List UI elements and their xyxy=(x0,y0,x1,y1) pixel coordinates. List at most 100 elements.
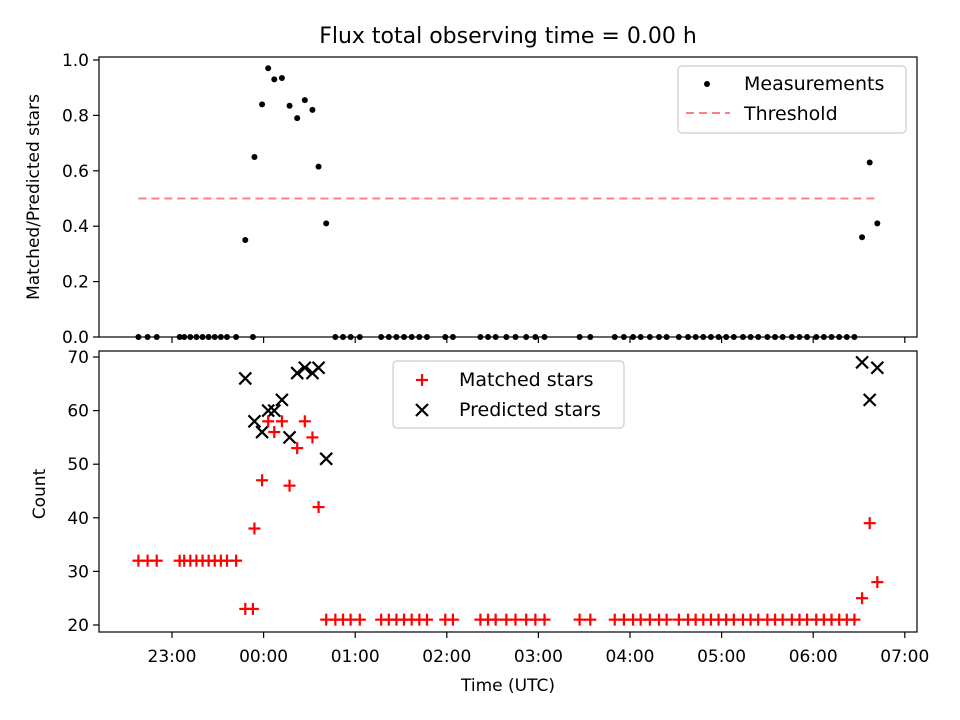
measurement-point xyxy=(315,163,322,170)
measurement-point xyxy=(512,334,519,340)
predicted-point xyxy=(275,393,289,407)
measurement-point xyxy=(211,334,218,340)
bottom-x-tick-label: 06:00 xyxy=(789,647,838,667)
measurement-point xyxy=(843,334,850,340)
measurement-point xyxy=(449,334,456,340)
matched-point xyxy=(275,415,288,428)
top-y-tick-label: 1.0 xyxy=(62,51,89,71)
top-y-tick-label: 0.4 xyxy=(62,217,89,237)
bottom-x-tick-label: 00:00 xyxy=(239,647,288,667)
matched-point xyxy=(248,522,261,535)
measurement-point xyxy=(630,334,637,340)
measurement-point xyxy=(423,334,430,340)
legend-threshold-label: Threshold xyxy=(743,103,838,125)
measurement-point xyxy=(301,97,308,104)
bottom-y-tick-label: 60 xyxy=(67,402,89,422)
measurement-point xyxy=(442,334,449,340)
measurement-point xyxy=(492,334,499,340)
bottom-y-axis-label: Count xyxy=(30,468,50,519)
measurement-point xyxy=(205,334,212,340)
matched-point xyxy=(262,415,275,428)
measurement-point xyxy=(249,334,256,340)
bottom-axes-frame xyxy=(98,350,918,633)
matched-point xyxy=(584,613,597,626)
matched-point xyxy=(573,613,586,626)
measurement-point xyxy=(804,334,811,340)
measurement-point xyxy=(294,115,301,122)
measurement-point xyxy=(378,334,385,340)
matched-point xyxy=(489,613,502,626)
bottom-x-tick-label: 07:00 xyxy=(880,647,929,667)
matched-point xyxy=(660,613,673,626)
predicted-point xyxy=(247,414,262,429)
predicted-point xyxy=(282,430,297,445)
measurement-point xyxy=(747,334,754,340)
measurement-point xyxy=(401,334,408,340)
measurement-point xyxy=(217,334,224,340)
measurement-point xyxy=(587,334,594,340)
measurement-point xyxy=(193,334,200,340)
matched-point xyxy=(283,479,296,492)
measurement-point xyxy=(656,334,663,340)
predicted-point xyxy=(862,393,877,407)
top-y-tick-label: 0.8 xyxy=(62,106,89,126)
measurement-point xyxy=(836,334,843,340)
measurement-point xyxy=(874,220,881,227)
measurement-point xyxy=(393,334,400,340)
predicted-marker xyxy=(415,403,429,417)
bottom-x-tick-label: 03:00 xyxy=(514,647,563,667)
measurement-point xyxy=(637,334,644,340)
matched-points xyxy=(132,415,884,626)
matched-point xyxy=(856,592,869,605)
measurement-point xyxy=(265,65,272,72)
matched-point xyxy=(256,474,269,487)
measurement-point xyxy=(851,334,858,340)
matched-marker xyxy=(416,374,428,386)
legend-matched-marker xyxy=(416,374,428,386)
measurement-point xyxy=(685,334,692,340)
measurement-point xyxy=(271,76,278,83)
predicted-point xyxy=(319,452,333,466)
measurement-point xyxy=(503,334,510,340)
measurement-point xyxy=(332,334,339,340)
measurement-point xyxy=(532,334,539,340)
matched-point xyxy=(848,613,861,626)
predicted-point xyxy=(290,366,304,380)
measurement-point xyxy=(187,334,194,340)
measurement-point xyxy=(764,334,771,340)
predicted-point xyxy=(870,360,885,375)
matched-point xyxy=(230,554,243,567)
bottom-legend-box xyxy=(392,360,625,429)
measurement-point xyxy=(692,334,699,340)
measurement-point xyxy=(755,334,762,340)
top-y-ticks: 0.0 0.2 0.4 0.6 0.8 1.0 xyxy=(62,51,99,348)
measurement-point xyxy=(385,334,392,340)
legend-matched-label: Matched stars xyxy=(459,369,593,391)
measurement-point xyxy=(286,102,293,109)
matched-point xyxy=(150,554,163,567)
legend-measurements-label: Measurements xyxy=(744,73,884,95)
top-y-tick-label: 0.0 xyxy=(62,328,89,348)
measurement-point xyxy=(866,159,873,166)
matched-point xyxy=(871,576,884,589)
matched-point xyxy=(306,431,319,444)
measurement-point xyxy=(820,334,827,340)
measurement-point xyxy=(796,334,803,340)
measurement-point xyxy=(611,334,618,340)
measurement-point xyxy=(251,153,258,160)
measurement-point xyxy=(278,75,285,82)
measurement-point xyxy=(309,106,316,113)
bottom-panel: 20 30 40 50 60 70 23:00 00:00 01:00 02:00 03:00 04… xyxy=(30,348,929,696)
bottom-y-tick-label: 30 xyxy=(67,562,89,582)
predicted-points xyxy=(238,355,885,466)
bottom-x-tick-label: 04:00 xyxy=(606,647,655,667)
measurement-point xyxy=(259,101,266,108)
bottom-x-axis-label: Time (UTC) xyxy=(460,676,555,696)
measurement-point xyxy=(541,334,548,340)
measurement-point xyxy=(715,334,722,340)
measurement-point xyxy=(356,334,363,340)
top-y-tick-label: 0.6 xyxy=(62,162,89,182)
measurement-points xyxy=(135,65,881,340)
measurement-point xyxy=(416,334,423,340)
bottom-x-tick-label: 02:00 xyxy=(422,647,471,667)
